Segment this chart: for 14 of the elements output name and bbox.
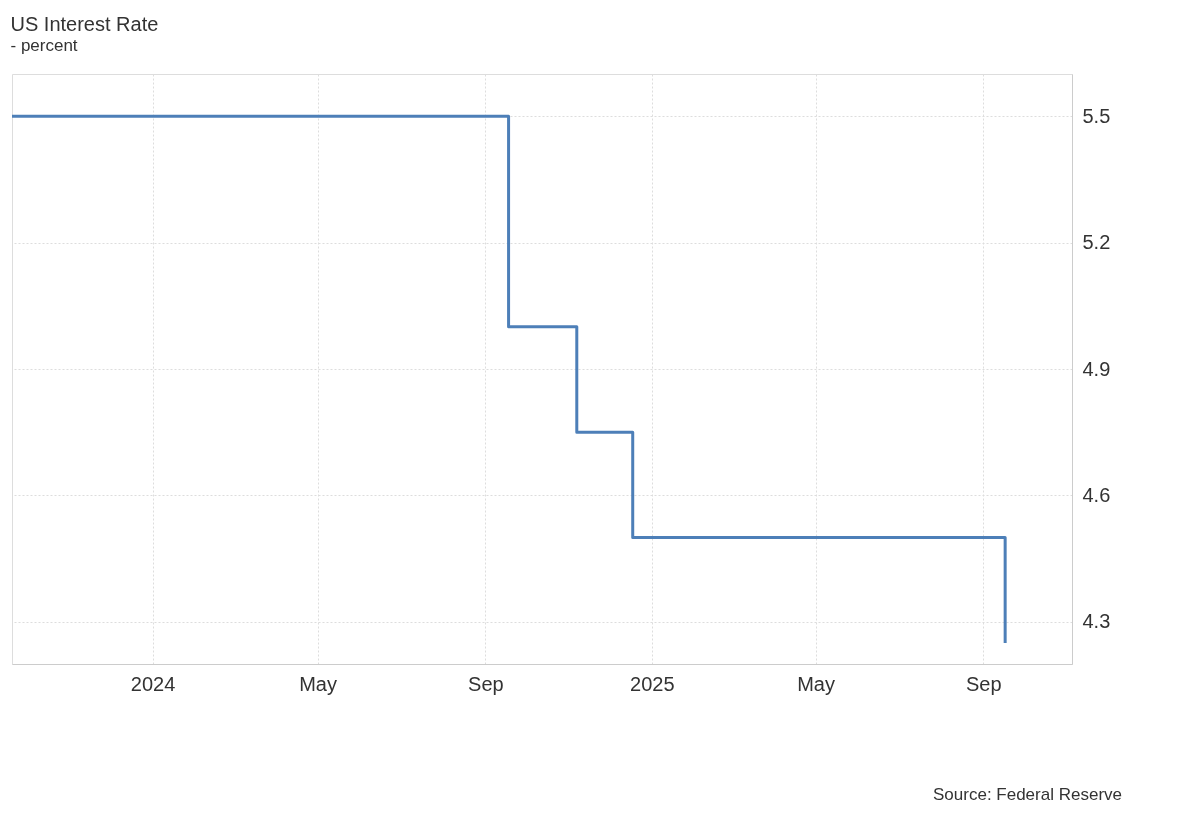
- x-tick-label: 2024: [130, 672, 176, 695]
- y-tick-label: 4.3: [1082, 610, 1111, 633]
- source-note: Source: Federal Reserve: [933, 785, 1122, 804]
- y-tick-label: 4.9: [1082, 357, 1111, 380]
- y-tick-label: 5.5: [1082, 104, 1111, 127]
- x-tick-label: May: [299, 672, 337, 695]
- chart-title: US Interest Rate: [10, 13, 159, 35]
- chart-subtitle: - percent: [10, 36, 78, 55]
- x-tick-label: 2025: [630, 672, 675, 695]
- y-tick-label: 5.2: [1082, 231, 1111, 254]
- x-tick-label: May: [797, 672, 835, 695]
- x-tick-label: Sep: [966, 672, 1002, 695]
- x-tick-label: Sep: [468, 672, 504, 695]
- y-tick-label: 4.6: [1082, 483, 1111, 506]
